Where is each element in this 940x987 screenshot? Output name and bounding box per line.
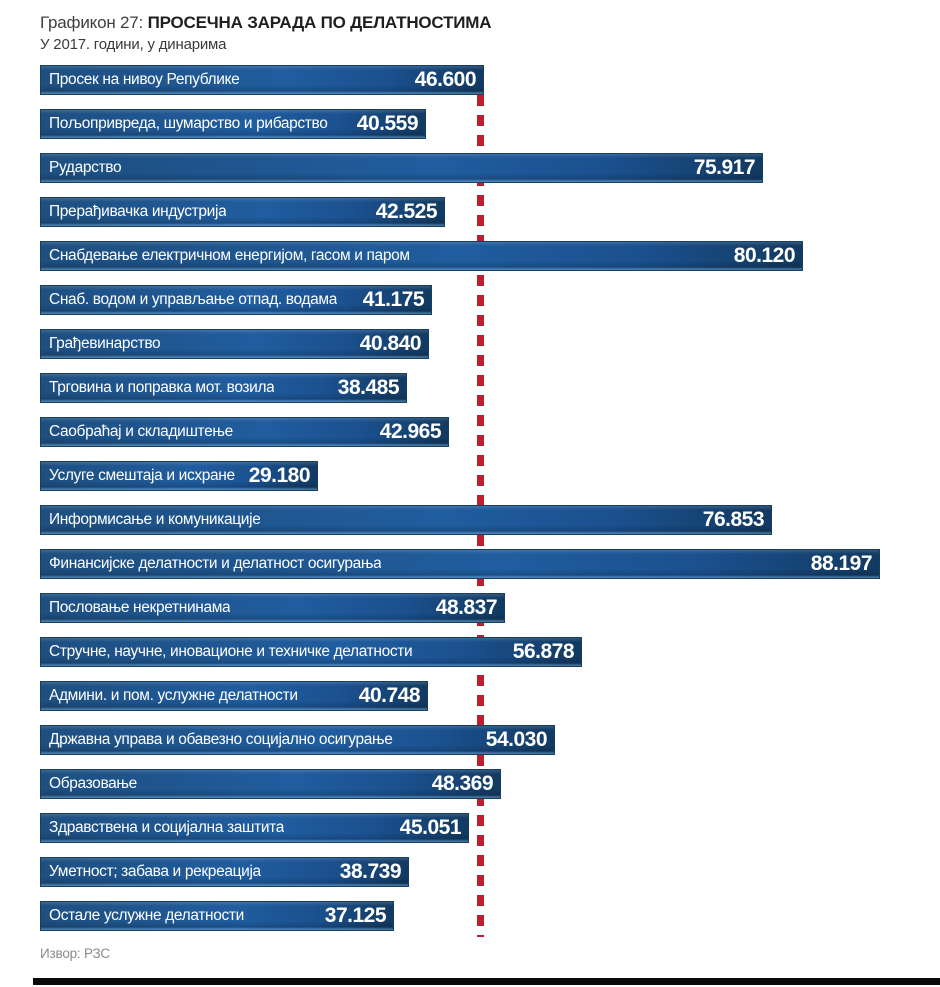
bar-row: Снабдевање електричном енергијом, гасом … <box>40 241 803 271</box>
bar-value: 42.965 <box>379 420 442 443</box>
bar-value: 45.051 <box>399 816 462 839</box>
bar-label: Прерађивачка индустрија <box>49 203 227 220</box>
bar-value: 48.837 <box>435 596 498 619</box>
bar-label: Грађевинарство <box>49 335 161 352</box>
bar: Услуге смештаја и исхране 29.180 <box>40 461 318 491</box>
bar: Трговина и поправка мот. возила 38.485 <box>40 373 407 403</box>
chart-title-main: ПРОСЕЧНА ЗАРАДА ПО ДЕЛАТНОСТИМА <box>147 13 492 32</box>
bar-label: Админи. и пом. услужне делатности <box>49 687 298 704</box>
bar-label: Просек на нивоу Републике <box>49 71 240 88</box>
bar: Државна управа и обавезно социјално осиг… <box>40 725 555 755</box>
bar-row: Просек на нивоу Републике 46.600 <box>40 65 484 95</box>
bar-row: Рударство 75.917 <box>40 153 763 183</box>
bar: Саобраћај и складиштење 42.965 <box>40 417 449 447</box>
bottom-rule <box>33 978 940 985</box>
bar: Снаб. водом и управљање отпад. водама 41.… <box>40 285 432 315</box>
bar-value: 48.369 <box>431 772 494 795</box>
bar-value: 38.485 <box>337 376 400 399</box>
bar-row: Образовање 48.369 <box>40 769 501 799</box>
bar-value: 29.180 <box>248 464 311 487</box>
bar-label: Уметност; забава и рекреација <box>49 863 261 880</box>
bar-row: Здравствена и социјална заштита 45.051 <box>40 813 469 843</box>
bar-label: Рударство <box>49 159 122 176</box>
bar-label: Остале услужне делатности <box>49 907 244 924</box>
bar-value: 38.739 <box>339 860 402 883</box>
bar-row: Финансијске делатности и делатност осигу… <box>40 549 880 579</box>
bar-row: Стручне, научне, иновационе и техничке д… <box>40 637 582 667</box>
bar: Прерађивачка индустрија 42.525 <box>40 197 445 227</box>
bar-label: Финансијске делатности и делатност осигу… <box>49 555 382 572</box>
bar-row: Државна управа и обавезно социјално осиг… <box>40 725 555 755</box>
bar-value: 80.120 <box>733 244 796 267</box>
bar: Информисање и комуникације 76.853 <box>40 505 772 535</box>
bar-row: Услуге смештаја и исхране 29.180 <box>40 461 318 491</box>
bar: Остале услужне делатности 37.125 <box>40 901 394 931</box>
bar: Стручне, научне, иновационе и техничке д… <box>40 637 582 667</box>
bar-row: Саобраћај и складиштење 42.965 <box>40 417 449 447</box>
chart-subtitle: У 2017. години, у динарима <box>40 36 227 53</box>
bar: Здравствена и социјална заштита 45.051 <box>40 813 469 843</box>
bar: Снабдевање електричном енергијом, гасом … <box>40 241 803 271</box>
bar-value: 40.559 <box>356 112 419 135</box>
bar-row: Пољопривреда, шумарство и рибарство 40.55… <box>40 109 426 139</box>
bar-value: 76.853 <box>702 508 765 531</box>
bar-row: Остале услужне делатности 37.125 <box>40 901 394 931</box>
bar-value: 88.197 <box>810 552 873 575</box>
bar-value: 40.748 <box>358 684 421 707</box>
bar-row: Уметност; забава и рекреација 38.739 <box>40 857 409 887</box>
bar-value: 42.525 <box>375 200 438 223</box>
bar-row: Прерађивачка индустрија 42.525 <box>40 197 445 227</box>
bar-label: Услуге смештаја и исхране <box>49 467 235 484</box>
bar-label: Здравствена и социјална заштита <box>49 819 284 836</box>
bar-row: Трговина и поправка мот. возила 38.485 <box>40 373 407 403</box>
bar-row: Снаб. водом и управљање отпад. водама 41.… <box>40 285 432 315</box>
chart-title-prefix: Графикон 27: <box>40 13 148 32</box>
bar-row: Информисање и комуникације 76.853 <box>40 505 772 535</box>
bar-row: Админи. и пом. услужне делатности 40.748 <box>40 681 428 711</box>
bar-row: Пословање некретнинама 48.837 <box>40 593 505 623</box>
bar: Пословање некретнинама 48.837 <box>40 593 505 623</box>
bar-value: 75.917 <box>693 156 756 179</box>
bar: Просек на нивоу Републике 46.600 <box>40 65 484 95</box>
bar-label: Образовање <box>49 775 137 792</box>
bar-value: 56.878 <box>512 640 575 663</box>
bar: Финансијске делатности и делатност осигу… <box>40 549 880 579</box>
bar: Образовање 48.369 <box>40 769 501 799</box>
bar-label: Трговина и поправка мот. возила <box>49 379 275 396</box>
bar-value: 37.125 <box>324 904 387 927</box>
bar: Пољопривреда, шумарство и рибарство 40.55… <box>40 109 426 139</box>
bar: Уметност; забава и рекреација 38.739 <box>40 857 409 887</box>
bar-label: Саобраћај и складиштење <box>49 423 233 440</box>
source-note: Извор: РЗС <box>40 946 110 961</box>
bar-label: Снабдевање електричном енергијом, гасом … <box>49 247 410 264</box>
bar-label: Пољопривреда, шумарство и рибарство <box>49 115 328 132</box>
bar-label: Стручне, научне, иновационе и техничке д… <box>49 643 413 660</box>
bar: Грађевинарство 40.840 <box>40 329 429 359</box>
chart-title: Графикон 27: ПРОСЕЧНА ЗАРАДА ПО ДЕЛАТНОС… <box>40 13 492 33</box>
bar-value: 41.175 <box>362 288 425 311</box>
bar-label: Информисање и комуникације <box>49 511 261 528</box>
bar-row: Грађевинарство 40.840 <box>40 329 429 359</box>
bar-value: 46.600 <box>414 68 477 91</box>
bar-value: 54.030 <box>485 728 548 751</box>
bar-label: Државна управа и обавезно социјално осиг… <box>49 731 393 748</box>
bar-label: Пословање некретнинама <box>49 599 231 616</box>
bar: Админи. и пом. услужне делатности 40.748 <box>40 681 428 711</box>
bar-label: Снаб. водом и управљање отпад. водама <box>49 291 337 308</box>
bar: Рударство 75.917 <box>40 153 763 183</box>
bar-value: 40.840 <box>359 332 422 355</box>
